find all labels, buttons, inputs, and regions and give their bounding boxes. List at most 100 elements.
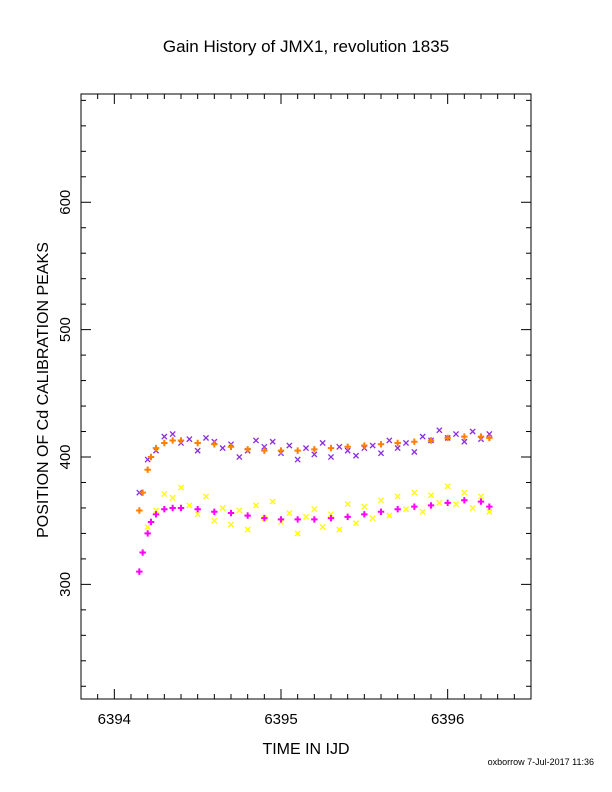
data-point <box>427 492 435 499</box>
data-point <box>147 518 155 526</box>
data-point <box>211 517 218 524</box>
data-point <box>427 502 435 509</box>
data-point <box>461 438 468 445</box>
data-point <box>336 526 343 533</box>
data-point <box>302 513 310 520</box>
data-point <box>486 434 493 442</box>
data-point <box>344 447 351 454</box>
data-point <box>211 441 218 448</box>
data-point <box>411 448 418 455</box>
data-point <box>386 512 393 519</box>
data-point <box>219 504 226 512</box>
data-point <box>269 498 276 505</box>
data-point <box>461 497 468 504</box>
data-point <box>227 443 235 451</box>
data-point <box>344 501 351 508</box>
data-point <box>311 506 318 513</box>
data-point <box>477 433 485 440</box>
data-point <box>169 494 176 501</box>
data-point <box>411 438 418 445</box>
data-point <box>144 523 151 531</box>
data-point <box>444 434 451 442</box>
data-point <box>294 516 301 523</box>
y-tick-label: 400 <box>57 444 74 469</box>
data-point <box>311 446 318 453</box>
data-point <box>252 502 260 509</box>
data-point <box>327 444 335 452</box>
data-point <box>139 549 146 556</box>
data-point <box>211 508 218 515</box>
axis-ticks <box>80 94 532 699</box>
data-point <box>377 497 385 504</box>
data-markers <box>136 427 493 575</box>
data-point <box>377 508 385 515</box>
data-point <box>411 489 418 496</box>
data-point <box>269 438 276 445</box>
x-tick-label: 6394 <box>98 711 131 728</box>
data-point <box>402 506 410 513</box>
data-point <box>286 509 293 517</box>
data-point <box>152 507 160 514</box>
data-point <box>169 431 176 438</box>
data-point <box>202 434 210 441</box>
data-point <box>394 493 401 500</box>
series-1 <box>136 427 493 496</box>
data-point <box>236 507 243 514</box>
plot-area-frame <box>80 93 532 700</box>
data-point <box>144 530 151 537</box>
data-point <box>486 508 493 515</box>
data-point <box>177 484 185 491</box>
y-axis-label: POSITION OF Cd CALIBRATION PEAKS <box>35 242 52 538</box>
data-point <box>377 450 385 457</box>
data-point <box>352 520 360 527</box>
data-point <box>302 445 310 452</box>
y-tick-label: 600 <box>57 190 74 215</box>
data-point <box>202 493 210 500</box>
data-point <box>486 431 493 438</box>
data-point <box>261 514 268 522</box>
data-point <box>411 503 418 510</box>
data-point <box>436 499 443 506</box>
data-point <box>311 451 318 458</box>
data-point <box>227 521 235 528</box>
data-point <box>444 483 451 490</box>
data-point <box>294 530 301 537</box>
data-point <box>394 439 401 447</box>
data-point <box>311 516 318 523</box>
data-point <box>344 513 351 521</box>
y-tick-label: 300 <box>57 572 74 597</box>
data-point <box>352 452 360 459</box>
data-point <box>327 511 335 518</box>
axis-tick-labels: 6394 6395 6396 300 400 500 600 <box>57 190 464 728</box>
data-point <box>186 502 193 509</box>
data-point <box>152 511 160 518</box>
data-point <box>161 439 168 447</box>
data-point <box>144 466 151 473</box>
data-point <box>477 493 485 500</box>
data-point <box>361 511 368 518</box>
data-point <box>177 437 185 444</box>
data-point <box>444 499 451 507</box>
data-point <box>394 506 401 513</box>
data-point <box>244 512 251 519</box>
data-point <box>227 509 235 517</box>
chart-title: Gain History of JMX1, revolution 1835 <box>163 37 449 56</box>
data-point <box>169 437 176 444</box>
series-2 <box>136 433 493 514</box>
data-point <box>244 446 251 453</box>
data-point <box>136 507 143 514</box>
footer-credit: oxborrow 7-Jul-2017 11:36 <box>487 757 594 767</box>
data-point <box>319 439 326 447</box>
data-point <box>369 515 376 522</box>
data-point <box>169 504 176 512</box>
data-point <box>194 511 201 518</box>
data-point <box>177 504 185 512</box>
data-point <box>344 443 351 451</box>
data-point <box>452 431 460 438</box>
data-point <box>469 428 476 435</box>
data-point <box>419 433 426 440</box>
x-tick-label: 6396 <box>431 711 464 728</box>
data-point <box>369 442 376 449</box>
data-point <box>277 447 285 454</box>
